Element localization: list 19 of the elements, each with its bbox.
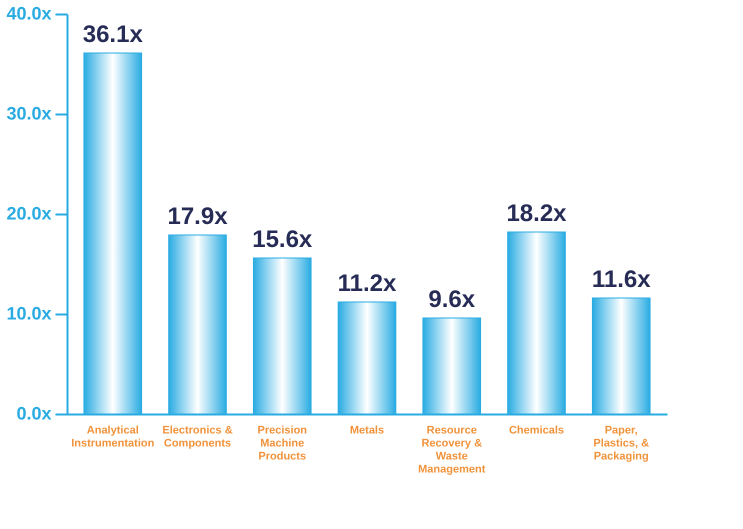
data-label: 15.6x: [252, 226, 313, 253]
y-tick-label: 30.0x: [6, 104, 52, 124]
x-tick-label: Paper, Plastics, & Packaging: [593, 424, 650, 462]
y-tick-label: 40.0x: [6, 4, 52, 24]
y-tick-label: 20.0x: [6, 204, 52, 224]
data-label: 17.9x: [167, 203, 228, 230]
x-tick-label: Electronics & Components: [162, 424, 233, 450]
x-tick-label: Metals: [350, 424, 384, 436]
x-tick-label: Precision Machine Products: [257, 424, 308, 462]
x-tick-label: Chemicals: [508, 424, 564, 436]
data-label: 18.2x: [506, 200, 568, 227]
y-tick-label: 10.0x: [6, 304, 52, 324]
x-tick-label: Resource Recovery & Waste Management: [418, 424, 486, 476]
x-tick-label: Analytical Instrumentation: [71, 424, 155, 450]
data-label: 36.1x: [82, 21, 144, 48]
data-label: 11.2x: [338, 270, 398, 297]
data-label: 9.6x: [428, 286, 476, 313]
y-tick-label: 0.0x: [16, 404, 52, 424]
data-label: 11.6x: [592, 266, 652, 293]
